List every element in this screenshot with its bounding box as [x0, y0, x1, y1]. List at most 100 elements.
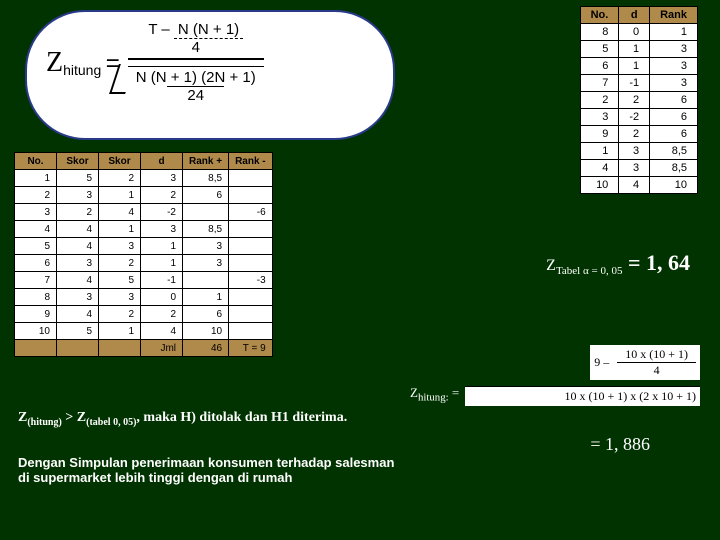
footer-cell: T = 9 [229, 340, 273, 357]
cell [229, 238, 273, 255]
cell: 3 [580, 109, 619, 126]
f1-top: 10 x (10 + 1) [617, 347, 696, 363]
col-header: Skor [99, 153, 141, 170]
cell: 3 [99, 289, 141, 306]
cell: 5 [99, 272, 141, 289]
col-header: Skor [57, 153, 99, 170]
cell: 8,5 [650, 160, 698, 177]
cell [229, 289, 273, 306]
cell: 3 [57, 187, 99, 204]
col-header: Rank [650, 7, 698, 24]
footer-cell: Jml [141, 340, 183, 357]
cell: 2 [15, 187, 57, 204]
cell: 2 [619, 92, 650, 109]
cell: 5 [57, 323, 99, 340]
hypothesis-text: Z(hitung) > Z(tabel 0, 05), maka H) dito… [18, 410, 388, 428]
result-value: = 1, 886 [590, 434, 650, 455]
cell: 1 [619, 41, 650, 58]
f2-denom: 10 x (10 + 1) x (2 x 10 + 1) [465, 386, 700, 406]
cell: 3 [650, 41, 698, 58]
col-header: No. [580, 7, 619, 24]
cell: 8 [580, 24, 619, 41]
cell [183, 272, 229, 289]
cell: 1 [619, 58, 650, 75]
cell: 3 [57, 289, 99, 306]
top-num: N (N + 1) [178, 21, 239, 38]
cell [229, 187, 273, 204]
cell [229, 323, 273, 340]
z-tabel-text: ZTabel α = 0, 05 = 1, 64 [546, 250, 690, 277]
cell: 3 [99, 238, 141, 255]
cell [229, 255, 273, 272]
cell: 4 [580, 160, 619, 177]
cell: 2 [580, 92, 619, 109]
cell: 5 [57, 170, 99, 187]
cell: 9 [15, 306, 57, 323]
col-header: Rank + [183, 153, 229, 170]
cell: 3 [619, 143, 650, 160]
cell: 2 [141, 187, 183, 204]
cell: 6 [183, 187, 229, 204]
cell: 6 [650, 109, 698, 126]
cell: 2 [141, 306, 183, 323]
col-header: No. [15, 153, 57, 170]
col-header: d [141, 153, 183, 170]
cell: 2 [99, 170, 141, 187]
cell: 10 [580, 177, 619, 194]
cell: 9 [580, 126, 619, 143]
cell: 3 [619, 160, 650, 177]
conclusion-text: Dengan Simpulan penerimaan konsumen terh… [18, 455, 398, 485]
cell: 10 [650, 177, 698, 194]
cell [229, 306, 273, 323]
z-sub: hitung [63, 62, 101, 78]
cell: 8 [15, 289, 57, 306]
formula-box: Zhitung = T – N (N + 1) 4 N (N + 1) (2N … [25, 10, 395, 140]
cell: 6 [183, 306, 229, 323]
cell: 4 [57, 221, 99, 238]
cell: 6 [15, 255, 57, 272]
cell: 10 [15, 323, 57, 340]
cell: 2 [619, 126, 650, 143]
cell: 1 [15, 170, 57, 187]
cell: 8,5 [183, 170, 229, 187]
cell: 6 [580, 58, 619, 75]
cell [229, 221, 273, 238]
cell: 4 [141, 323, 183, 340]
cell: 0 [141, 289, 183, 306]
top-prefix: T – [148, 21, 174, 38]
cell: 3 [57, 255, 99, 272]
cell: -1 [619, 75, 650, 92]
cell: 7 [15, 272, 57, 289]
cell: 1 [141, 255, 183, 272]
cell: 1 [99, 187, 141, 204]
cell: -1 [141, 272, 183, 289]
cell: 4 [57, 272, 99, 289]
cell: -3 [229, 272, 273, 289]
cell: 1 [141, 238, 183, 255]
cell: 4 [15, 221, 57, 238]
cell: 10 [183, 323, 229, 340]
cell: 5 [580, 41, 619, 58]
cell: 8,5 [183, 221, 229, 238]
top-den: 4 [134, 39, 258, 56]
cell: 3 [141, 170, 183, 187]
cell: 2 [99, 255, 141, 272]
cell [229, 170, 273, 187]
cell: 4 [99, 204, 141, 221]
nine-minus: 9 – [594, 355, 609, 370]
cell: 6 [650, 126, 698, 143]
col-header: d [619, 7, 650, 24]
cell: 3 [183, 238, 229, 255]
cell: 1 [650, 24, 698, 41]
cell: 7 [580, 75, 619, 92]
cell: 1 [99, 221, 141, 238]
data-table: No.SkorSkordRank +Rank - 15238,523126324… [14, 152, 273, 357]
cell: 2 [57, 204, 99, 221]
cell: 5 [15, 238, 57, 255]
cell [183, 204, 229, 221]
cell: -6 [229, 204, 273, 221]
cell: 8,5 [650, 143, 698, 160]
col-header: Rank - [229, 153, 273, 170]
cell: 6 [650, 92, 698, 109]
footer-cell [57, 340, 99, 357]
